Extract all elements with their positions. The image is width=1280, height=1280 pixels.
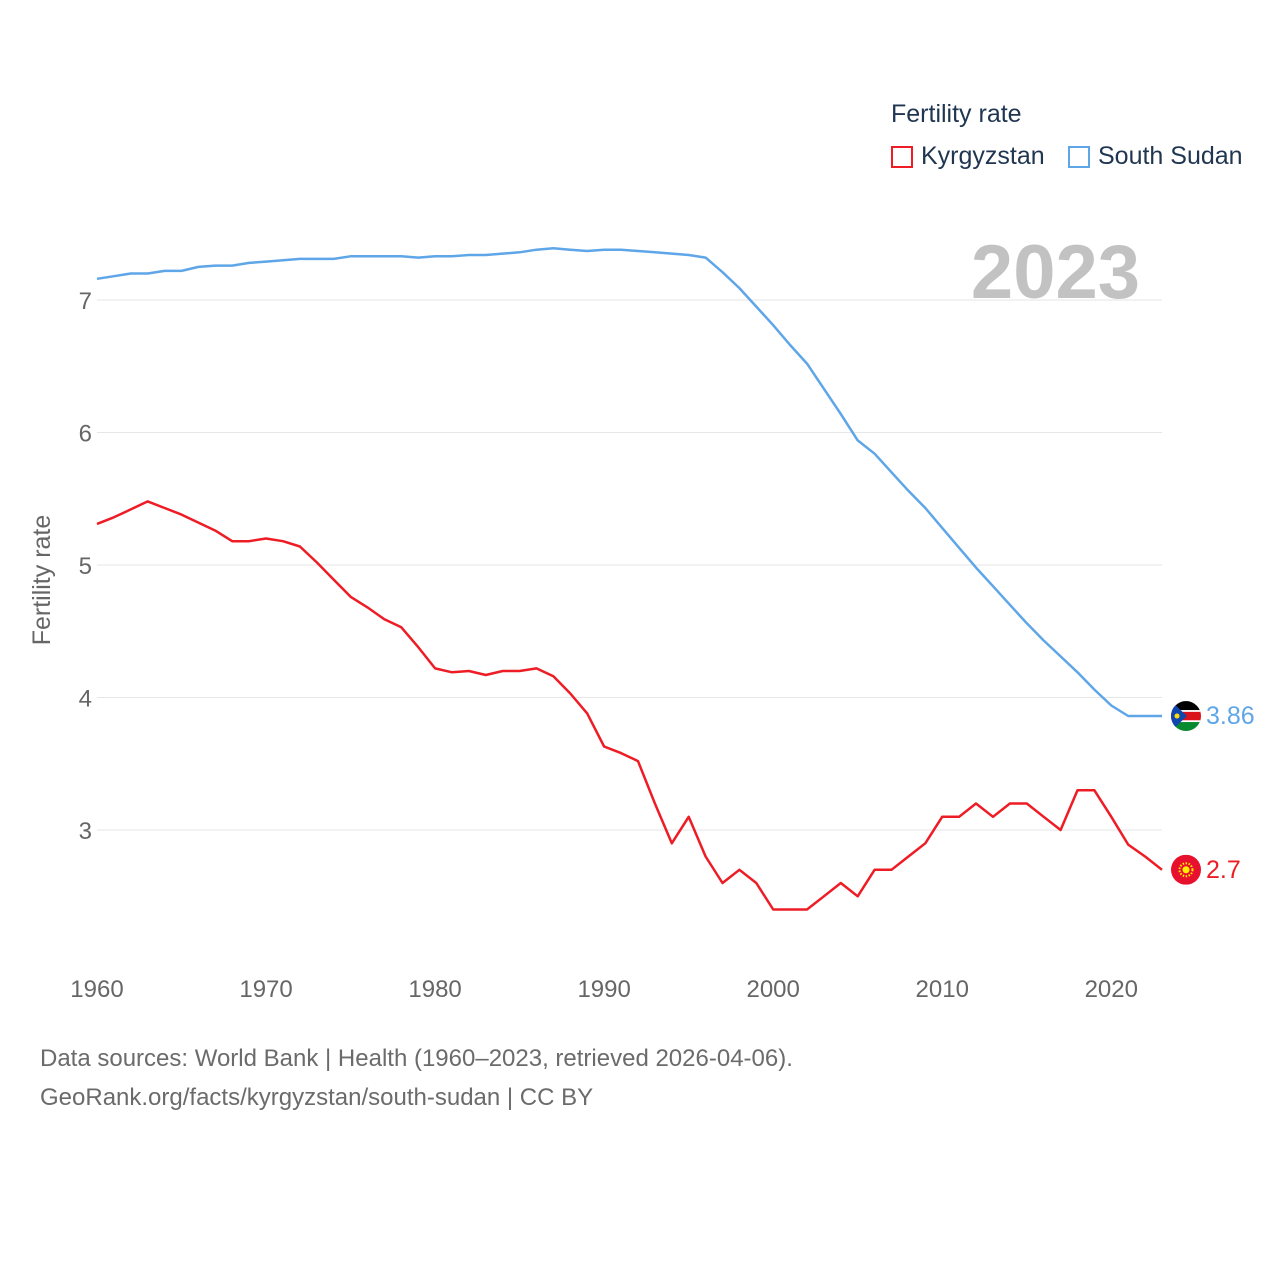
legend-swatch-south-sudan xyxy=(1068,145,1090,168)
legend-title: Fertility rate xyxy=(891,100,1022,128)
source-line: Data sources: World Bank | Health (1960–… xyxy=(40,1045,793,1072)
attribution-link[interactable]: GeoRank.org/facts/kyrgyzstan/south-sudan… xyxy=(40,1084,594,1111)
flag-star xyxy=(1174,713,1180,719)
y-tick-label: 6 xyxy=(79,421,92,448)
flag-sun xyxy=(1182,866,1190,874)
series-line-kyrgyzstan xyxy=(96,500,1163,911)
x-tick-label: 1970 xyxy=(239,976,292,1003)
x-axis-ticks: 1960 1970 1980 1990 2000 2010 2020 xyxy=(70,976,1138,1003)
legend-item-south-sudan[interactable]: South Sudan xyxy=(1068,142,1243,171)
flag-stripe-green xyxy=(1171,721,1201,732)
y-axis-ticks: 3 4 5 6 7 xyxy=(79,288,92,845)
flag-body xyxy=(1171,854,1201,885)
kyrgyzstan-flag-icon xyxy=(1171,854,1201,885)
y-tick-label: 4 xyxy=(79,686,92,713)
x-tick-label: 2020 xyxy=(1085,976,1138,1003)
x-tick-label: 2010 xyxy=(916,976,969,1003)
grid-lines xyxy=(97,299,1162,831)
flag-fimbriation-top xyxy=(1171,710,1201,712)
year-watermark: 2023 xyxy=(971,230,1140,315)
flag-fimbriation-bottom xyxy=(1171,720,1201,723)
legend-label-kyrgyzstan: Kyrgyzstan xyxy=(921,142,1045,170)
y-axis-label: Fertility rate xyxy=(28,515,56,646)
end-value-label: 2.7 xyxy=(1206,856,1241,884)
series-lines xyxy=(96,247,1163,911)
series-endpoints: 2.7 3.86 xyxy=(1171,701,1255,885)
y-tick-label: 7 xyxy=(79,288,92,315)
south-sudan-flag-icon xyxy=(1171,701,1201,732)
flag-stripe-black xyxy=(1171,701,1201,712)
flag-body xyxy=(1171,701,1201,732)
x-tick-label: 1990 xyxy=(577,976,630,1003)
y-tick-label: 5 xyxy=(79,553,92,580)
legend-swatch-kyrgyzstan xyxy=(891,145,913,168)
x-tick-label: 1960 xyxy=(70,976,123,1003)
series-line-south-sudan xyxy=(96,247,1162,718)
legend-label-south-sudan: South Sudan xyxy=(1098,142,1243,170)
end-value-label: 3.86 xyxy=(1206,702,1255,730)
x-tick-label: 2000 xyxy=(746,976,799,1003)
flag-sun-rays xyxy=(1178,862,1194,878)
y-tick-label: 3 xyxy=(79,818,92,845)
x-tick-label: 1980 xyxy=(408,976,461,1003)
legend-item-kyrgyzstan[interactable]: Kyrgyzstan xyxy=(891,142,1045,171)
